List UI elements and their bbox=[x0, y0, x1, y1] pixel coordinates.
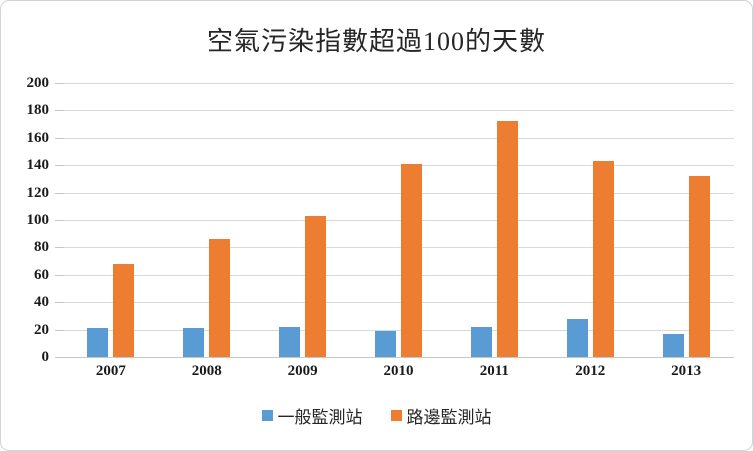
gridline-40 bbox=[63, 302, 734, 304]
y-axis-label-80: 80 bbox=[34, 239, 49, 256]
y-axis-label-20: 20 bbox=[34, 321, 49, 338]
x-axis-label-2010: 2010 bbox=[383, 363, 414, 379]
bar-roadside-2013 bbox=[688, 176, 710, 357]
x-axis-label-2013: 2013 bbox=[671, 363, 702, 379]
y-tick-140 bbox=[55, 165, 64, 167]
y-tick-100 bbox=[55, 220, 64, 221]
bar-roadside-2009 bbox=[305, 215, 327, 357]
y-axis-label-40: 40 bbox=[34, 294, 49, 311]
gridline-140 bbox=[63, 165, 734, 167]
gridline-0 bbox=[63, 357, 734, 358]
gridline-180 bbox=[63, 110, 734, 112]
y-axis-label-60: 60 bbox=[34, 266, 49, 283]
y-tick-40 bbox=[55, 302, 64, 304]
chart-title: 空氣污染指數超過100的天數 bbox=[206, 27, 546, 56]
x-axis-label-2009: 2009 bbox=[287, 363, 318, 379]
x-axis-label-2012: 2012 bbox=[575, 363, 606, 379]
y-tick-120 bbox=[55, 192, 64, 194]
gridline-100 bbox=[63, 220, 734, 221]
y-axis-label-160: 160 bbox=[26, 129, 50, 146]
gridline-20 bbox=[63, 329, 734, 331]
y-axis-label-180: 180 bbox=[26, 102, 50, 119]
gridline-80 bbox=[63, 247, 734, 249]
bar-general-2010 bbox=[375, 330, 396, 357]
bar-general-2013 bbox=[662, 333, 684, 357]
legend: 一般監測站 路邊監測站 bbox=[1, 403, 752, 428]
y-axis-label-0: 0 bbox=[41, 349, 50, 365]
y-axis-label-140: 140 bbox=[26, 157, 50, 174]
x-axis-label-2007: 2007 bbox=[95, 363, 126, 379]
gridline-120 bbox=[63, 192, 734, 194]
bar-general-2008 bbox=[183, 328, 205, 357]
x-axis-label-2008: 2008 bbox=[191, 363, 222, 379]
y-tick-180 bbox=[55, 110, 64, 112]
y-tick-20 bbox=[55, 329, 64, 331]
bar-roadside-2011 bbox=[496, 121, 518, 357]
y-tick-60 bbox=[55, 274, 64, 276]
y-tick-0 bbox=[55, 357, 64, 358]
legend-swatch-roadside bbox=[390, 410, 402, 421]
bar-roadside-2008 bbox=[209, 239, 231, 357]
legend-label-general: 一般監測站 bbox=[277, 408, 363, 427]
gridline-60 bbox=[63, 274, 734, 276]
bar-roadside-2010 bbox=[401, 163, 422, 357]
gridline-160 bbox=[63, 137, 734, 139]
legend-label-roadside: 路邊監測站 bbox=[406, 408, 492, 427]
legend-item-roadside-stations: 路邊監測站 bbox=[390, 403, 492, 428]
gridline-200 bbox=[63, 83, 734, 84]
y-axis-label-100: 100 bbox=[26, 212, 50, 228]
y-axis-label-120: 120 bbox=[26, 184, 50, 201]
legend-item-general-stations: 一般監測站 bbox=[261, 403, 363, 428]
bar-general-2007 bbox=[87, 328, 109, 357]
y-tick-160 bbox=[55, 137, 64, 139]
y-axis-label-200: 200 bbox=[26, 75, 50, 91]
x-axis-label-2011: 2011 bbox=[479, 363, 509, 379]
y-tick-200 bbox=[55, 83, 64, 84]
bar-general-2012 bbox=[566, 318, 588, 357]
bar-general-2011 bbox=[470, 326, 492, 357]
legend-swatch-general bbox=[261, 410, 273, 421]
bar-general-2009 bbox=[279, 326, 301, 357]
bar-roadside-2012 bbox=[592, 161, 614, 357]
bar-roadside-2007 bbox=[113, 263, 135, 357]
y-tick-80 bbox=[55, 247, 64, 249]
